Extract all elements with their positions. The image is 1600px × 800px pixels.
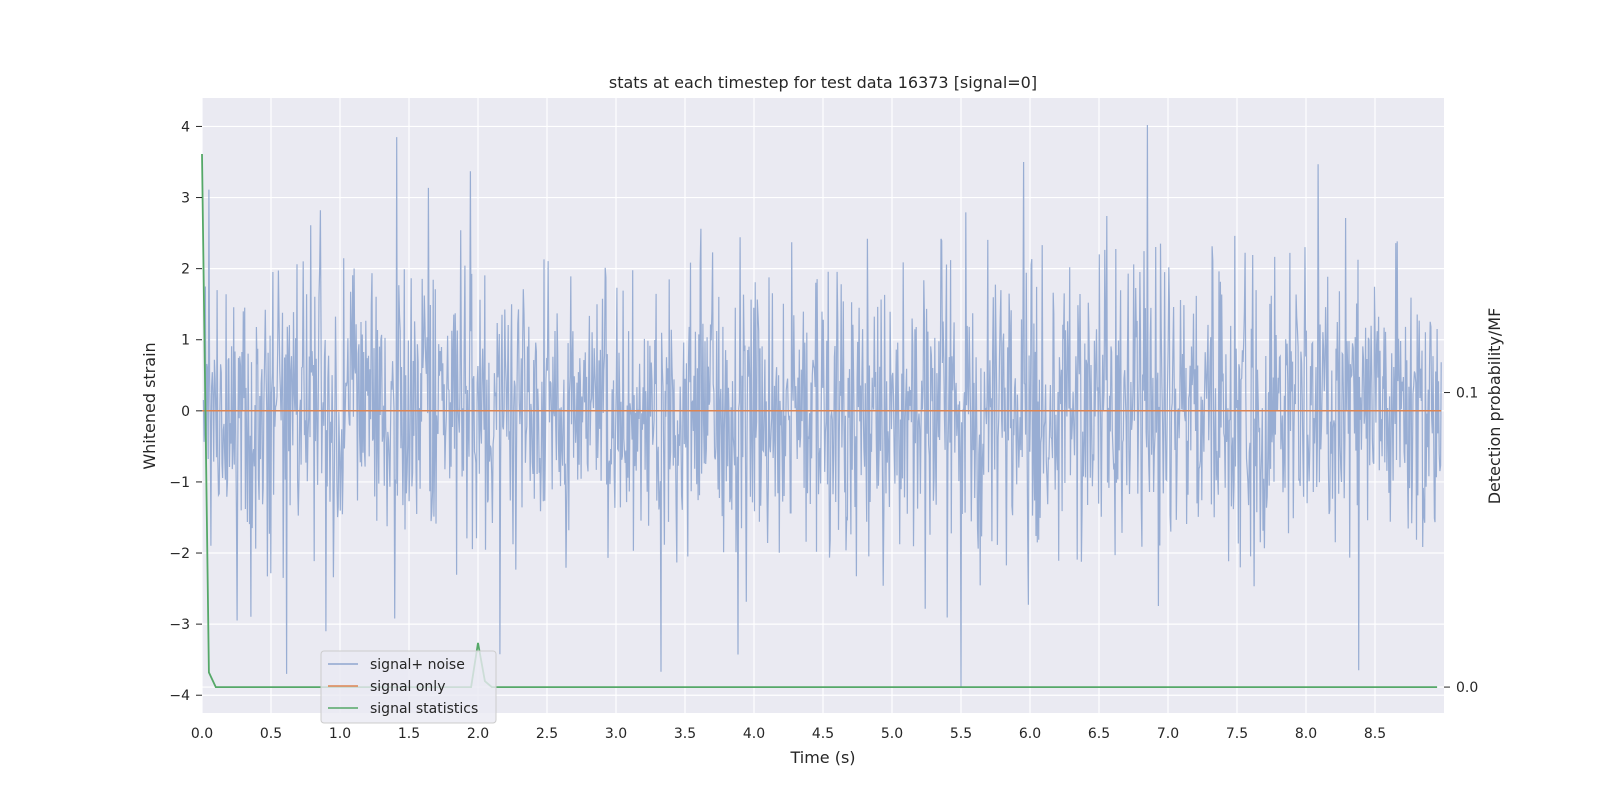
legend: signal+ noise signal only signal statist… — [320, 650, 497, 724]
x-tick-label: 4.5 — [812, 726, 834, 742]
x-tick-label: 3.5 — [674, 726, 696, 742]
x-tick-label: 0.5 — [260, 726, 282, 742]
x-tick-label: 8.5 — [1364, 726, 1386, 742]
y-tick-label: 0 — [181, 404, 190, 420]
y-axis-ticks: 4 3 2 1 0 −1 −2 −3 −4 — [169, 119, 202, 704]
x-tick-label: 7.5 — [1226, 726, 1248, 742]
y-tick-label: 4 — [181, 119, 190, 135]
x-tick-label: 1.5 — [398, 726, 420, 742]
x-tick-label: 5.0 — [881, 726, 903, 742]
legend-label-signal-statistics: signal statistics — [370, 701, 478, 717]
x-axis-ticks: 0.0 0.5 1.0 1.5 2.0 2.5 3.0 3.5 4.0 4.5 5.0 5.5 6.0 6… — [191, 726, 1386, 742]
series-signal-noise — [202, 124, 1442, 689]
y-axis-title: Whitened strain — [140, 342, 159, 469]
y2-tick-label: 0.0 — [1456, 680, 1478, 696]
y-tick-label: −1 — [169, 475, 190, 491]
legend-label-signal-noise: signal+ noise — [370, 657, 465, 673]
y-tick-label: −4 — [169, 688, 190, 704]
x-tick-label: 1.0 — [329, 726, 351, 742]
x-tick-label: 3.0 — [605, 726, 627, 742]
signal-noise-line — [202, 124, 1442, 689]
y2-axis-title: Detection probability/MF — [1485, 308, 1504, 505]
x-tick-label: 6.5 — [1088, 726, 1110, 742]
x-tick-label: 0.0 — [191, 726, 213, 742]
x-tick-label: 4.0 — [743, 726, 765, 742]
y-tick-label: 3 — [181, 191, 190, 207]
legend-label-signal-only: signal only — [370, 679, 445, 695]
x-tick-label: 6.0 — [1019, 726, 1041, 742]
y-tick-label: 2 — [181, 262, 190, 278]
x-tick-label: 2.0 — [467, 726, 489, 742]
chart-title: stats at each timestep for test data 163… — [609, 73, 1037, 92]
x-tick-label: 5.5 — [950, 726, 972, 742]
x-axis-title: Time (s) — [789, 748, 855, 767]
y-tick-label: −2 — [169, 546, 190, 562]
legend-box — [320, 650, 497, 724]
y2-axis-ticks: 0.1 0.0 — [1444, 386, 1478, 696]
x-tick-label: 2.5 — [536, 726, 558, 742]
y2-tick-label: 0.1 — [1456, 386, 1478, 402]
x-tick-label: 8.0 — [1295, 726, 1317, 742]
y-tick-label: 1 — [181, 333, 190, 349]
y-tick-label: −3 — [169, 617, 190, 633]
x-tick-label: 7.0 — [1157, 726, 1179, 742]
